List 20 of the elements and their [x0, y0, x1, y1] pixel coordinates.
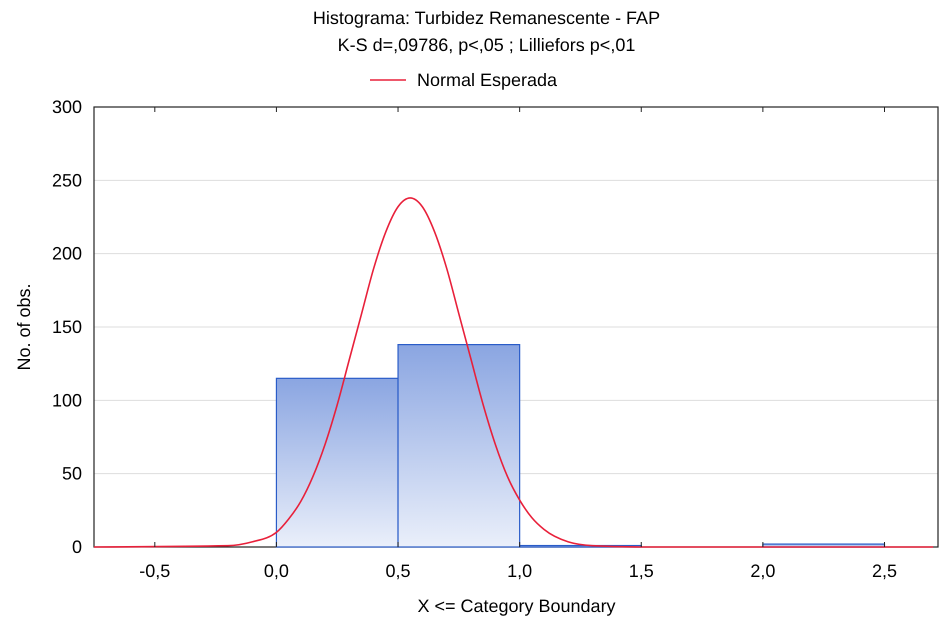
y-axis-title: No. of obs. — [14, 283, 34, 371]
chart-title: Histograma: Turbidez Remanescente - FAP — [312, 8, 660, 28]
line-series — [93, 197, 934, 548]
x-tick-label: 1,0 — [507, 561, 532, 581]
x-tick-label: -0,5 — [139, 561, 170, 581]
x-tick-label: 0,5 — [386, 561, 411, 581]
y-tick-label: 300 — [52, 97, 82, 117]
x-tick-label: 1,5 — [628, 561, 654, 581]
y-tick-label: 250 — [52, 170, 82, 190]
y-tick-label: 100 — [52, 390, 82, 410]
x-tick-label: 0,0 — [264, 561, 289, 581]
y-tick-label: 50 — [62, 464, 82, 484]
y-tick-label: 0 — [72, 537, 82, 557]
x-axis-title: X <= Category Boundary — [417, 596, 616, 616]
legend-label: Normal Esperada — [417, 70, 558, 90]
y-tick-label: 200 — [52, 244, 82, 264]
x-tick-label: 2,5 — [872, 561, 898, 581]
x-tick-label: 2,0 — [750, 561, 776, 581]
y-tick-label: 150 — [52, 317, 82, 337]
chart-subtitle: K-S d=,09786, p<,05 ; Lilliefors p<,01 — [338, 35, 636, 55]
